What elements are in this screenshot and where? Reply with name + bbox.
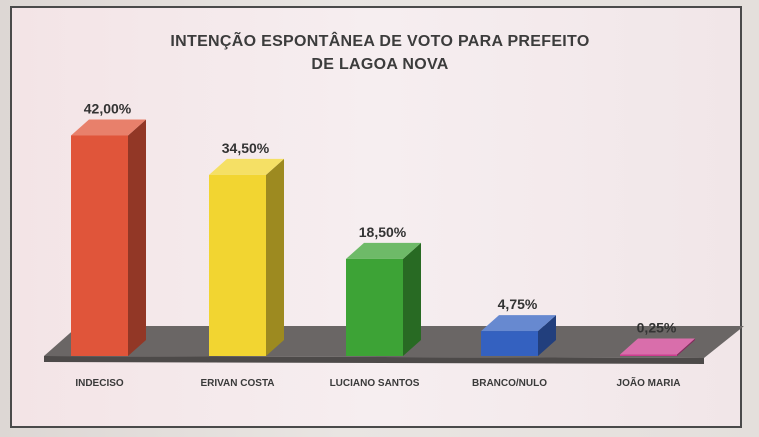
chart-title-line-2: DE LAGOA NOVA [311,56,449,73]
data-label-luciano-santos: 18,50% [359,224,407,240]
bar-indeciso [71,135,128,356]
chart-title: INTENÇÃO ESPONTÂNEA DE VOTO PARA PREFEIT… [120,30,640,76]
bar-luciano-santos-side [403,242,421,356]
data-label-jo-o-maria: 0,25% [637,320,677,336]
bar-erivan-costa-top [209,158,284,175]
chart-floor-edge [44,356,704,364]
x-tick-label-jo-o-maria: JOÃO MARIA [617,376,681,389]
chart-title-line-1: INTENÇÃO ESPONTÂNEA DE VOTO PARA PREFEIT… [170,33,590,50]
bar-luciano-santos-top [346,242,421,259]
x-tick-label-indeciso: INDECISO [75,378,124,389]
bar-indeciso-side [128,119,146,356]
data-label-erivan-costa: 34,50% [222,140,270,156]
bar-branco-nulo-top [481,315,556,332]
bar-jo-o-maria-top [620,338,695,355]
bar-erivan-costa-side [266,158,284,356]
bar-luciano-santos [346,258,403,356]
x-tick-label-erivan-costa: ERIVAN COSTA [200,378,274,389]
data-label-branco-nulo: 4,75% [498,296,538,312]
bar-branco-nulo [481,331,538,356]
bar-erivan-costa [209,174,266,356]
bar-indeciso-top [71,119,146,136]
bar-branco-nulo-side [538,315,556,356]
x-tick-label-branco-nulo: BRANCO/NULO [472,378,547,389]
bar-jo-o-maria-side [677,338,695,356]
data-label-indeciso: 42,00% [84,101,132,117]
x-tick-label-luciano-santos: LUCIANO SANTOS [330,378,420,389]
bar-jo-o-maria [620,354,677,356]
